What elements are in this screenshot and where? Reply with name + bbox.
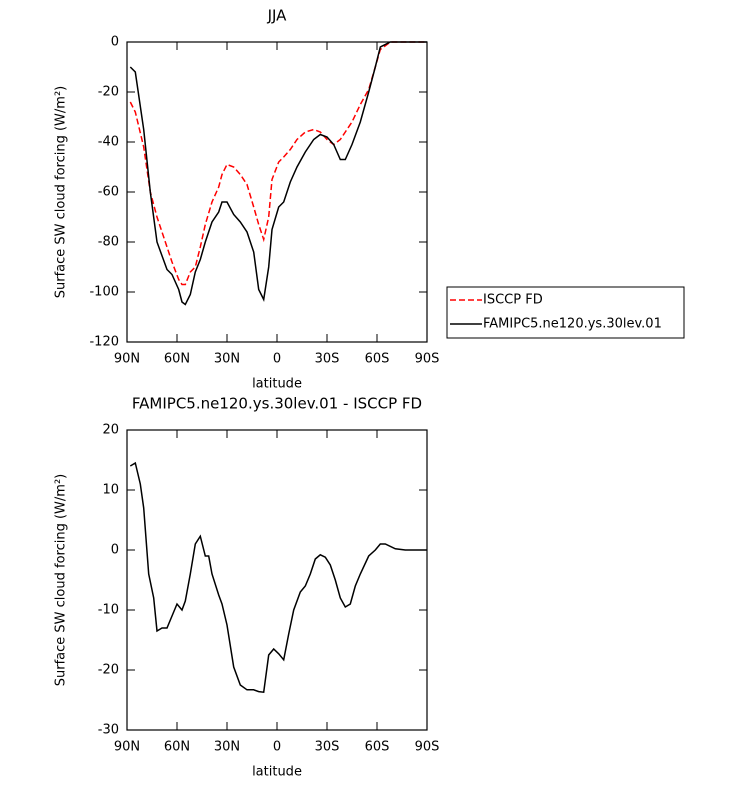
y-tick-label: -20 bbox=[98, 85, 119, 100]
y-tick-label: -80 bbox=[98, 235, 119, 250]
y-axis-label: Surface SW cloud forcing (W/m²) bbox=[54, 86, 69, 298]
y-tick-label: -40 bbox=[98, 135, 119, 150]
x-tick-label: 60N bbox=[164, 740, 190, 755]
y-tick-label: 0 bbox=[111, 543, 119, 558]
x-tick-label: 60S bbox=[365, 352, 390, 367]
plot-frame bbox=[126, 41, 428, 343]
y-tick-label: -60 bbox=[98, 185, 119, 200]
y-tick-label: -10 bbox=[98, 603, 119, 618]
x-tick-label: 60S bbox=[365, 740, 390, 755]
x-tick-label: 0 bbox=[273, 352, 281, 367]
x-tick-label: 90S bbox=[415, 740, 440, 755]
data-line bbox=[129, 461, 427, 694]
x-tick-label: 30S bbox=[315, 352, 340, 367]
y-tick-label: 10 bbox=[102, 483, 119, 498]
data-line bbox=[129, 41, 427, 286]
x-tick-label: 90N bbox=[114, 740, 140, 755]
legend-frame bbox=[446, 286, 685, 339]
data-line bbox=[129, 41, 427, 306]
x-axis-label: latitude bbox=[252, 765, 302, 780]
legend: ISCCP FD FAMIPC5.ne120.ys.30lev.01 bbox=[446, 286, 685, 339]
legend-label: FAMIPC5.ne120.ys.30lev.01 bbox=[483, 317, 662, 332]
y-tick-label: 0 bbox=[111, 35, 119, 50]
x-tick-label: 60N bbox=[164, 352, 190, 367]
x-tick-label: 90N bbox=[114, 352, 140, 367]
x-tick-label: 30N bbox=[214, 352, 240, 367]
x-tick-label: 30N bbox=[214, 740, 240, 755]
y-axis-label: Surface SW cloud forcing (W/m²) bbox=[54, 474, 69, 686]
x-tick-label: 0 bbox=[273, 740, 281, 755]
x-axis-label: latitude bbox=[252, 377, 302, 392]
y-tick-label: -100 bbox=[89, 285, 119, 300]
legend-label: ISCCP FD bbox=[483, 293, 543, 308]
y-tick-label: -30 bbox=[98, 723, 119, 738]
plot-frame bbox=[126, 429, 428, 731]
y-tick-label: 20 bbox=[102, 423, 119, 438]
chart-title: JJA bbox=[267, 7, 288, 25]
y-tick-label: -120 bbox=[89, 335, 119, 350]
y-tick-label: -20 bbox=[98, 663, 119, 678]
x-tick-label: 90S bbox=[415, 352, 440, 367]
chart-title: FAMIPC5.ne120.ys.30lev.01 - ISCCP FD bbox=[132, 395, 422, 413]
x-tick-label: 30S bbox=[315, 740, 340, 755]
